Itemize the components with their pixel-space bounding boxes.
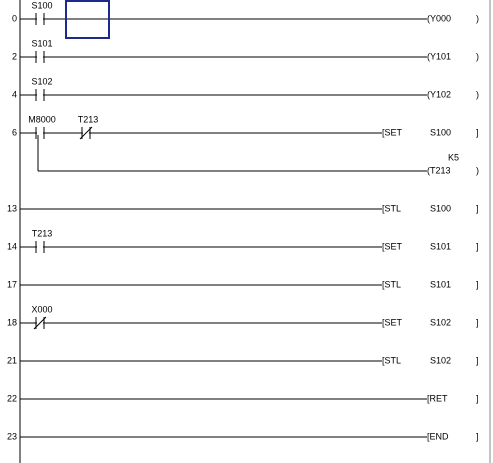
contact-label: X000 [31,304,52,314]
contact-label: S102 [31,76,52,86]
contact-label: M8000 [28,114,56,124]
contact-gap [37,131,43,135]
step-number: 23 [7,431,17,441]
contact-label: T213 [32,228,53,238]
step-number: 6 [12,127,17,137]
instruction: [STL [382,203,401,213]
contact-slash [33,316,47,330]
step-number: 22 [7,393,17,403]
instruction: (T213 [427,165,451,175]
step-number: 13 [7,203,17,213]
close-bracket: ) [476,89,479,99]
cursor [65,0,110,39]
instruction: (Y000 [427,13,451,23]
operand: S100 [430,127,451,137]
close-bracket: ) [476,13,479,23]
contact-slash [79,126,93,140]
step-number: 17 [7,279,17,289]
operand: S102 [430,317,451,327]
instruction: [SET [382,127,403,137]
step-number: 14 [7,241,17,251]
contact-gap [37,55,43,59]
step-number: 2 [12,51,17,61]
instruction: [RET [427,393,448,403]
close-bracket: ] [476,431,479,441]
instruction: [END [427,431,449,441]
instruction: (Y101 [427,51,451,61]
close-bracket: ] [476,127,479,137]
instruction: [STL [382,355,401,365]
close-bracket: ] [476,393,479,403]
close-bracket: ] [476,355,479,365]
close-bracket: ] [476,241,479,251]
contact-gap [37,17,43,21]
step-number: 21 [7,355,17,365]
operand: S101 [430,279,451,289]
close-bracket: ] [476,317,479,327]
instruction: [STL [382,279,401,289]
constant: K5 [448,152,459,162]
operand: S102 [430,355,451,365]
close-bracket: ] [476,203,479,213]
step-number: 0 [12,13,17,23]
operand: S100 [430,203,451,213]
close-bracket: ] [476,279,479,289]
step-number: 4 [12,89,17,99]
operand: S101 [430,241,451,251]
instruction: (Y102 [427,89,451,99]
contact-gap [37,245,43,249]
instruction: [SET [382,241,403,251]
contact-label: S100 [31,0,52,10]
contact-label: T213 [78,114,99,124]
contact-label: S101 [31,38,52,48]
close-bracket: ) [476,165,479,175]
step-number: 18 [7,317,17,327]
contact-gap [37,93,43,97]
close-bracket: ) [476,51,479,61]
instruction: [SET [382,317,403,327]
